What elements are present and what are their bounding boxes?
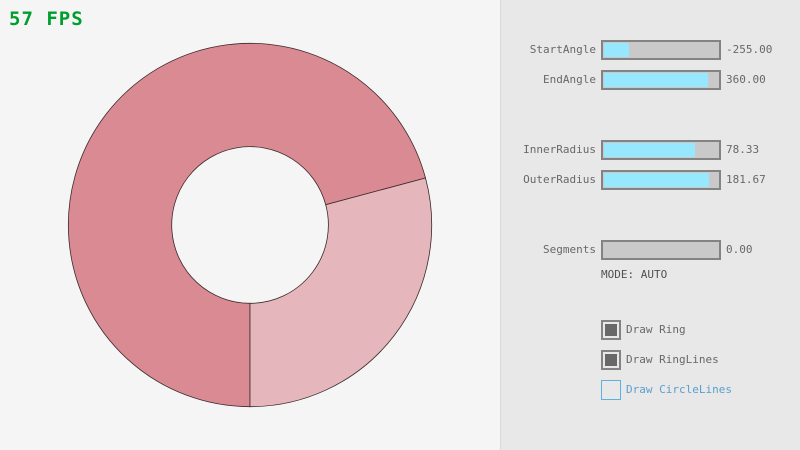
- slider-label: Segments: [543, 243, 596, 256]
- segments-slider[interactable]: Segments 0.00: [501, 240, 800, 260]
- outer-radius-slider[interactable]: OuterRadius 181.67: [501, 170, 800, 190]
- slider-fill: [604, 43, 630, 57]
- inner-radius-slider[interactable]: InnerRadius 78.33: [501, 140, 800, 160]
- ring-canvas: [68, 42, 433, 408]
- ring-segment-light: [249, 177, 433, 408]
- checkbox-label: Draw RingLines: [626, 353, 719, 366]
- slider-label: EndAngle: [543, 73, 596, 86]
- start-angle-slider[interactable]: StartAngle -255.00: [501, 40, 800, 60]
- fps-counter: 57 FPS: [9, 8, 84, 30]
- slider-fill: [604, 73, 709, 87]
- check-mark: [605, 324, 617, 336]
- draw-ringlines-checkbox[interactable]: Draw RingLines: [601, 350, 719, 370]
- slider-track[interactable]: [601, 70, 721, 90]
- slider-value: 181.67: [726, 173, 766, 186]
- slider-label: OuterRadius: [523, 173, 596, 186]
- mode-label: MODE: AUTO: [601, 268, 668, 281]
- slider-value: 78.33: [726, 143, 760, 156]
- ring-segment-dark: [68, 42, 426, 408]
- slider-label: StartAngle: [529, 43, 596, 56]
- check-mark: [605, 354, 617, 366]
- controls-panel: StartAngle -255.00 EndAngle 360.00 Inner…: [500, 0, 800, 450]
- slider-track[interactable]: [601, 170, 721, 190]
- checkbox-box[interactable]: [601, 380, 621, 400]
- checkbox-box[interactable]: [601, 320, 621, 340]
- slider-track[interactable]: [601, 240, 721, 260]
- draw-circlelines-checkbox[interactable]: Draw CircleLines: [601, 380, 732, 400]
- slider-fill: [604, 173, 710, 187]
- slider-value: 360.00: [726, 73, 766, 86]
- slider-value: 0.00: [726, 243, 753, 256]
- slider-fill: [604, 143, 695, 157]
- end-angle-slider[interactable]: EndAngle 360.00: [501, 70, 800, 90]
- slider-label: InnerRadius: [523, 143, 596, 156]
- checkbox-box[interactable]: [601, 350, 621, 370]
- slider-track[interactable]: [601, 140, 721, 160]
- checkbox-label: Draw CircleLines: [626, 383, 732, 396]
- checkbox-label: Draw Ring: [626, 323, 686, 336]
- slider-value: -255.00: [726, 43, 773, 56]
- draw-ring-checkbox[interactable]: Draw Ring: [601, 320, 686, 340]
- slider-track[interactable]: [601, 40, 721, 60]
